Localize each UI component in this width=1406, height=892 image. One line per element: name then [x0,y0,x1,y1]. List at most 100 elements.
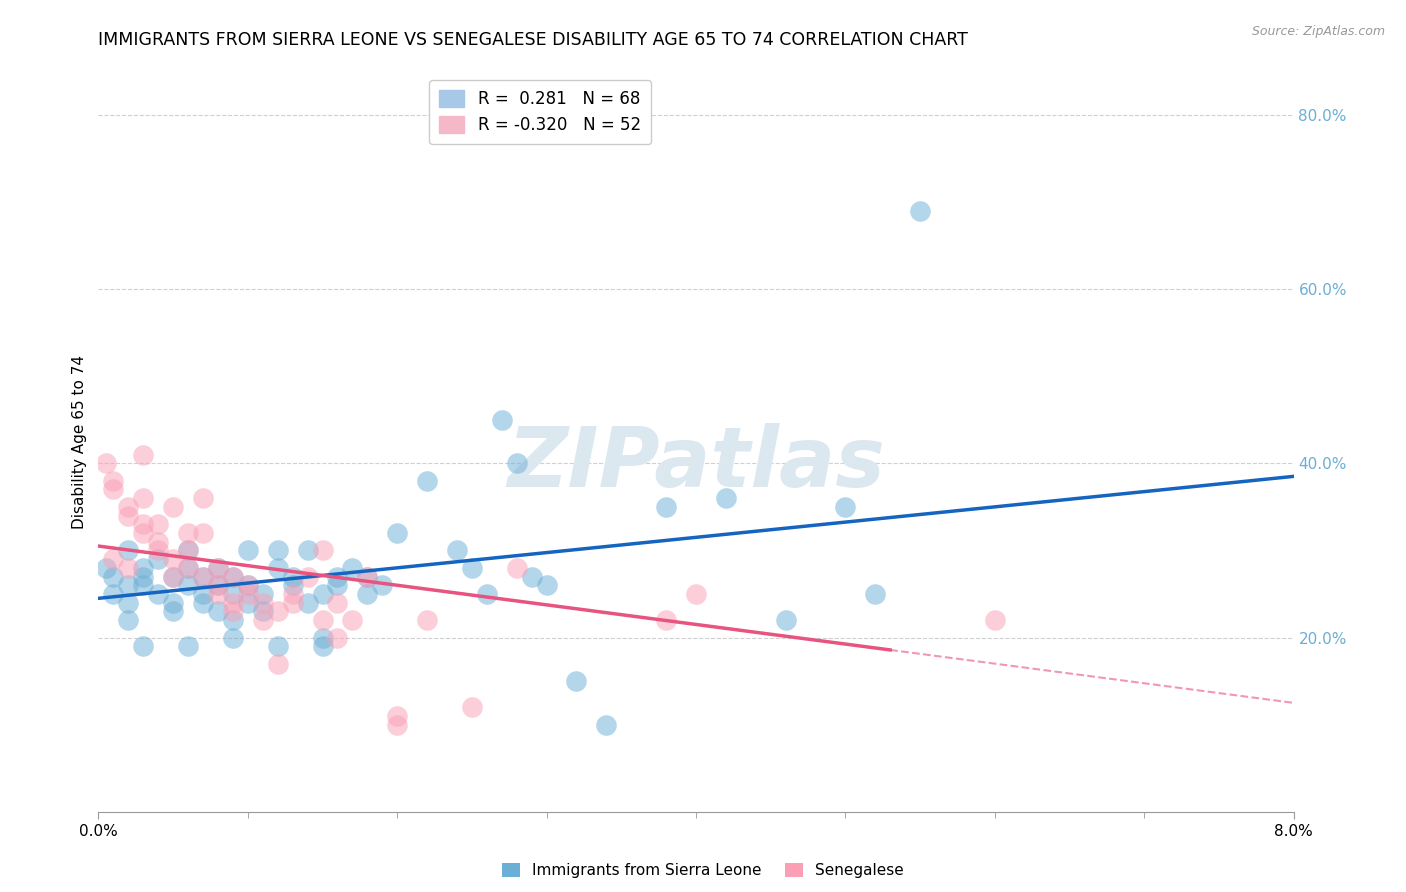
Point [236,578,259,592]
Point [863,587,886,601]
Point [685,587,707,601]
Point [595,717,617,731]
Point [342,613,364,627]
Point [297,543,319,558]
Point [834,500,856,514]
Point [132,491,155,505]
Point [222,587,245,601]
Point [132,517,155,532]
Point [132,578,155,592]
Point [117,543,139,558]
Point [416,613,439,627]
Text: Source: ZipAtlas.com: Source: ZipAtlas.com [1251,25,1385,38]
Point [94,561,117,575]
Point [461,700,484,714]
Point [714,491,737,505]
Point [207,561,229,575]
Point [311,631,333,645]
Point [222,613,245,627]
Point [775,613,797,627]
Point [177,561,200,575]
Point [236,543,259,558]
Point [342,561,364,575]
Point [297,569,319,583]
Point [252,587,274,601]
Point [222,569,245,583]
Point [132,569,155,583]
Point [177,543,200,558]
Point [311,543,333,558]
Point [132,448,155,462]
Point [117,578,139,592]
Point [267,561,290,575]
Point [267,604,290,618]
Point [326,596,349,610]
Point [297,596,319,610]
Point [117,508,139,523]
Point [117,596,139,610]
Point [267,543,290,558]
Point [222,596,245,610]
Point [236,596,259,610]
Y-axis label: Disability Age 65 to 74: Disability Age 65 to 74 [72,354,87,529]
Point [371,578,394,592]
Point [491,413,513,427]
Point [132,561,155,575]
Point [281,578,304,592]
Point [908,203,931,218]
Point [162,569,184,583]
Point [177,639,200,653]
Point [148,534,170,549]
Point [207,561,229,575]
Point [565,674,588,689]
Point [191,491,214,505]
Point [132,639,155,653]
Point [281,569,304,583]
Point [103,587,125,601]
Point [177,526,200,541]
Point [222,569,245,583]
Text: IMMIGRANTS FROM SIERRA LEONE VS SENEGALESE DISABILITY AGE 65 TO 74 CORRELATION C: IMMIGRANTS FROM SIERRA LEONE VS SENEGALE… [98,31,969,49]
Point [191,526,214,541]
Point [252,596,274,610]
Point [207,578,229,592]
Point [103,569,125,583]
Point [356,587,378,601]
Point [356,569,378,583]
Point [191,587,214,601]
Point [177,561,200,575]
Point [385,709,409,723]
Legend: Immigrants from Sierra Leone, Senegalese: Immigrants from Sierra Leone, Senegalese [496,857,910,884]
Point [207,578,229,592]
Point [132,526,155,541]
Point [162,500,184,514]
Point [207,604,229,618]
Point [326,578,349,592]
Point [475,587,498,601]
Point [281,596,304,610]
Point [385,717,409,731]
Point [252,613,274,627]
Point [148,543,170,558]
Point [326,631,349,645]
Point [162,596,184,610]
Point [446,543,468,558]
Point [655,500,678,514]
Point [281,587,304,601]
Point [191,596,214,610]
Point [148,517,170,532]
Point [236,587,259,601]
Point [536,578,558,592]
Point [191,569,214,583]
Point [162,569,184,583]
Point [148,587,170,601]
Point [117,500,139,514]
Point [267,639,290,653]
Point [461,561,484,575]
Point [655,613,678,627]
Point [148,552,170,566]
Point [103,483,125,497]
Point [236,578,259,592]
Point [117,613,139,627]
Text: ZIPatlas: ZIPatlas [508,423,884,504]
